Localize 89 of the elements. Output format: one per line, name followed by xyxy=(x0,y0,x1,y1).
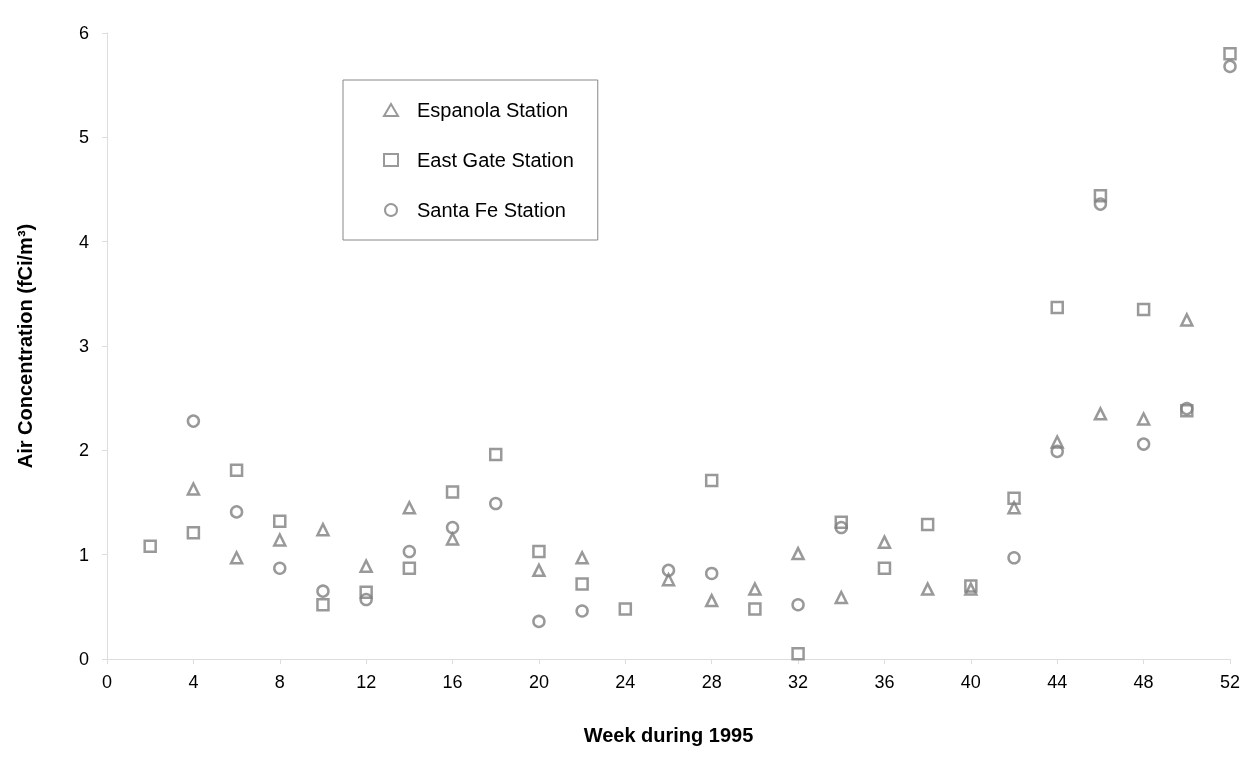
point xyxy=(532,544,546,559)
x-tick-label: 28 xyxy=(701,672,722,692)
point xyxy=(704,593,719,608)
y-tick-label: 0 xyxy=(78,649,89,669)
point xyxy=(618,602,633,616)
y-tick-label: 2 xyxy=(78,440,89,461)
point xyxy=(445,520,460,535)
point xyxy=(1050,444,1064,459)
point xyxy=(186,526,201,540)
point xyxy=(704,473,719,488)
x-tick-label: 16 xyxy=(442,672,463,692)
point xyxy=(1093,407,1108,421)
point xyxy=(1136,412,1151,426)
point xyxy=(316,598,330,612)
point xyxy=(532,563,546,578)
point xyxy=(1093,189,1108,203)
x-tick-label: 44 xyxy=(1047,672,1068,692)
point xyxy=(1136,302,1151,317)
point xyxy=(1180,313,1194,327)
point xyxy=(834,520,849,535)
y-tick-label: 6 xyxy=(78,23,89,43)
point xyxy=(661,572,676,587)
point xyxy=(143,539,157,554)
point xyxy=(1223,59,1237,74)
x-tick-label: 12 xyxy=(356,672,377,692)
point xyxy=(1136,437,1151,451)
point xyxy=(1093,197,1108,211)
point xyxy=(229,505,244,519)
point xyxy=(575,551,589,565)
point xyxy=(1007,551,1021,565)
point xyxy=(1007,500,1021,515)
point xyxy=(575,577,589,591)
point xyxy=(359,585,373,599)
y-axis-title: Air Concentration (fCi/m³) xyxy=(14,223,36,469)
y-tick-label: 3 xyxy=(78,336,89,356)
point xyxy=(877,535,892,549)
point xyxy=(229,551,244,565)
y-tick-label: 5 xyxy=(78,127,89,148)
point xyxy=(1223,47,1237,61)
point xyxy=(834,515,849,530)
x-tick-label: 32 xyxy=(788,672,809,692)
x-tick-label: 36 xyxy=(874,672,895,692)
point xyxy=(748,602,762,616)
point xyxy=(791,546,805,561)
point xyxy=(316,522,330,537)
x-tick-label: 4 xyxy=(188,672,199,692)
point xyxy=(273,514,287,529)
point xyxy=(402,544,417,559)
point xyxy=(273,561,287,575)
point xyxy=(186,414,201,428)
point xyxy=(402,500,417,515)
x-tick-label: 48 xyxy=(1133,672,1154,692)
point xyxy=(532,614,546,629)
point xyxy=(488,447,503,462)
point xyxy=(1007,491,1021,506)
legend-label: Santa Fe Station xyxy=(417,199,566,221)
point xyxy=(359,592,373,607)
point xyxy=(704,566,719,581)
point xyxy=(920,517,935,532)
point xyxy=(445,532,460,546)
point xyxy=(834,590,849,605)
point xyxy=(273,533,287,547)
x-tick-label: 40 xyxy=(960,672,981,692)
y-tick-label: 4 xyxy=(78,231,89,252)
x-tick-label: 52 xyxy=(1219,672,1241,692)
x-tick-label: 20 xyxy=(528,672,549,692)
point xyxy=(488,496,503,511)
y-tick-label: 1 xyxy=(78,544,89,565)
point xyxy=(1050,435,1064,449)
point xyxy=(791,598,805,612)
x-tick-label: 24 xyxy=(615,672,636,692)
point xyxy=(359,559,373,573)
point xyxy=(186,482,201,496)
point xyxy=(748,582,762,596)
point xyxy=(877,561,892,575)
point xyxy=(920,582,935,596)
point xyxy=(661,563,676,578)
point xyxy=(791,647,805,661)
point xyxy=(402,561,417,575)
point xyxy=(316,584,330,598)
legend-label: East Gate Station xyxy=(417,149,574,171)
x-axis-title: Week during 1995 xyxy=(583,724,754,746)
point xyxy=(575,604,589,618)
legend-label: Espanola Station xyxy=(417,99,569,121)
point xyxy=(229,463,244,477)
x-tick-label: 0 xyxy=(101,672,113,692)
point xyxy=(1050,300,1064,315)
x-tick-label: 8 xyxy=(274,672,285,692)
point xyxy=(445,485,460,499)
